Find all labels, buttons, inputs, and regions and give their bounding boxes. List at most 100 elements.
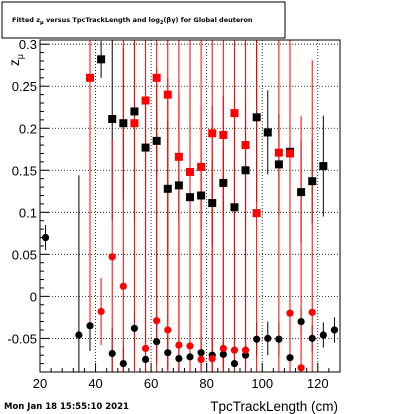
y-tick-label: 0.05 (12, 247, 37, 262)
data-point-square (174, 181, 183, 190)
y-tick-label: 0.25 (12, 79, 37, 94)
data-point-square (141, 143, 150, 152)
data-point-square (252, 209, 261, 218)
data-point-square (130, 107, 139, 116)
data-point-square (197, 191, 206, 200)
y-tick-labels: -0.05 0 0.05 0.1 0.15 0.2 0.25 0.3 (7, 37, 37, 346)
data-point-circle (308, 334, 316, 342)
data-point-circle (241, 346, 250, 354)
x-tick-label: 60 (144, 376, 158, 391)
data-point-circle (108, 253, 116, 261)
data-point-square (108, 115, 117, 124)
data-point-square (119, 119, 128, 128)
x-axis-label: TpcTrackLength (cm) (210, 399, 338, 414)
data-point-square (208, 199, 217, 208)
x-tick-label: 20 (33, 376, 47, 391)
data-point-circle (186, 353, 194, 361)
data-point-square (208, 129, 217, 138)
data-point-square (263, 128, 272, 137)
data-point-circle (130, 324, 139, 332)
y-tick-label: 0.1 (19, 205, 37, 220)
data-point-circle (286, 354, 294, 362)
data-point-circle (141, 355, 150, 363)
data-point-circle (153, 338, 161, 346)
data-point-circle (108, 349, 116, 358)
data-point-circle (297, 317, 305, 326)
data-point-circle (219, 350, 227, 358)
data-point-square (152, 73, 161, 82)
data-point-circle (119, 282, 127, 290)
data-point-circle (97, 307, 105, 316)
data-point-circle (208, 354, 216, 363)
data-point-circle (75, 331, 83, 339)
data-point-square (286, 149, 294, 158)
data-point-circle (175, 354, 183, 363)
y-tick-label: -0.05 (7, 331, 37, 346)
data-point-square (241, 141, 250, 150)
data-point-circle (230, 359, 239, 368)
data-point-square (174, 152, 183, 161)
data-point-circle (308, 308, 316, 316)
data-point-square (197, 162, 206, 171)
data-point-circle (197, 349, 205, 357)
y-tick-label: 0.15 (12, 163, 37, 178)
title-box (1, 1, 286, 39)
data-point-circle (297, 364, 305, 372)
data-point-circle (241, 351, 250, 359)
data-point-square (186, 167, 194, 176)
y-axis-label: zμ (7, 54, 25, 66)
data-point-circle (275, 335, 283, 343)
data-point-square (130, 119, 139, 128)
data-point-circle (286, 309, 294, 317)
data-point-circle (175, 341, 183, 349)
data-point-circle (41, 233, 50, 242)
data-point-circle (264, 334, 272, 342)
data-point-circle (164, 326, 172, 334)
data-point-square (97, 55, 106, 64)
chart-title: Fitted zμ versus TpcTrackLength and log2… (12, 16, 253, 26)
data-point-circle (219, 344, 227, 353)
data-point-square (152, 136, 161, 145)
x-tick-label: 40 (88, 376, 102, 391)
plot-frame (39, 39, 341, 373)
data-point-square (308, 177, 317, 186)
data-point-circle (253, 335, 261, 343)
data-point-square (141, 96, 150, 105)
error-bars (45, 40, 335, 372)
data-point-circle (86, 322, 94, 330)
y-tick-label: 0 (30, 289, 37, 304)
data-point-square (241, 166, 250, 175)
data-point-square (86, 73, 94, 82)
data-point-circle (230, 346, 239, 354)
x-tick-label: 120 (307, 376, 329, 391)
timestamp: Mon Jan 18 15:55:10 2021 (4, 402, 129, 412)
axis-ticks (39, 43, 341, 373)
data-point-circle (186, 342, 194, 350)
data-point-square (319, 162, 328, 171)
x-tick-label: 80 (199, 376, 213, 391)
data-points (41, 55, 339, 372)
data-point-square (186, 193, 194, 202)
data-point-square (230, 109, 239, 118)
data-point-square (297, 188, 306, 197)
data-point-square (274, 148, 283, 157)
data-point-circle (119, 359, 127, 368)
data-point-square (252, 113, 261, 122)
data-point-circle (319, 331, 327, 339)
data-point-square (219, 130, 228, 139)
data-point-circle (141, 344, 150, 353)
data-point-circle (153, 317, 161, 325)
data-point-circle (330, 326, 339, 334)
x-tick-labels: 20 40 60 80 100 120 (33, 376, 329, 391)
x-tick-label: 100 (251, 376, 273, 391)
data-point-square (163, 184, 172, 193)
data-point-circle (164, 349, 172, 357)
data-point-square (230, 203, 239, 212)
data-point-circle (197, 355, 205, 363)
data-point-square (163, 90, 172, 99)
y-tick-label: 0.2 (19, 121, 37, 136)
data-point-square (219, 178, 228, 187)
y-tick-label: 0.3 (19, 37, 37, 52)
